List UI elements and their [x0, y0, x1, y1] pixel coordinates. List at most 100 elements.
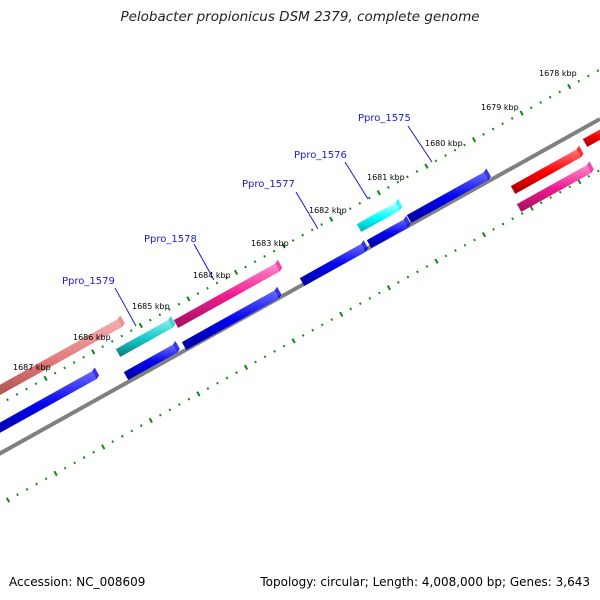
tick-label-1686: 1686 kbp — [73, 333, 111, 342]
tick-label-1680: 1680 kbp — [425, 139, 463, 148]
tick-label-1682: 1682 kbp — [309, 206, 347, 215]
inner-minor-tick — [216, 381, 219, 385]
cds-blue-ppro-1577-front-face — [299, 243, 366, 286]
inner-minor-tick — [416, 270, 419, 274]
gene-label-ppro-1575[interactable]: Ppro_1575 — [358, 113, 411, 124]
cds-blue-ppro-1575-end-face — [483, 168, 491, 181]
outer-major-tick — [519, 110, 524, 116]
inner-minor-tick — [377, 291, 381, 295]
inner-minor-tick — [73, 461, 76, 465]
inner-minor-tick — [168, 408, 172, 412]
leader-line-ppro-1578 — [193, 243, 215, 281]
cds-blue-strand-1[interactable] — [0, 367, 100, 439]
inner-minor-tick — [397, 281, 400, 284]
inner-minor-tick — [454, 249, 457, 252]
outer-major-tick — [376, 190, 381, 196]
inner-minor-tick — [320, 323, 324, 327]
inner-minor-tick — [139, 424, 143, 428]
gene-cyan-ppro-1576[interactable] — [356, 198, 403, 232]
cds-blue-strand-2-front-face — [123, 344, 178, 380]
inner-minor-tick — [159, 413, 162, 417]
inner-major-tick — [529, 205, 534, 211]
outer-minor-tick — [215, 281, 219, 285]
inner-minor-tick — [130, 429, 134, 433]
outer-minor-tick — [339, 212, 343, 216]
outer-minor-tick — [358, 201, 362, 205]
cds-blue-ppro-1576[interactable] — [366, 215, 411, 248]
gene-label-ppro-1576[interactable]: Ppro_1576 — [294, 150, 347, 161]
gene-red-2[interactable] — [582, 121, 600, 147]
gene-teal-ppro-1579-front-face — [115, 319, 173, 357]
leader-line-ppro-1575 — [407, 125, 433, 163]
inner-minor-tick — [63, 466, 67, 470]
gene-label-ppro-1578[interactable]: Ppro_1578 — [144, 234, 197, 245]
cds-blue-ppro-1575[interactable] — [406, 168, 491, 223]
gene-cyan-ppro-1576-end-face — [395, 198, 403, 211]
gene-salmon-1687[interactable] — [0, 315, 125, 405]
inner-minor-tick — [473, 238, 476, 242]
outer-minor-tick — [82, 355, 86, 359]
inner-minor-tick — [225, 376, 229, 380]
gene-label-ppro-1579[interactable]: Ppro_1579 — [62, 276, 115, 287]
outer-minor-tick — [539, 101, 543, 104]
gene-red-1[interactable] — [510, 145, 584, 194]
outer-major-tick — [233, 269, 239, 276]
outer-minor-tick — [510, 117, 514, 120]
outer-minor-tick — [129, 329, 133, 333]
outer-minor-tick — [158, 313, 162, 317]
cds-blue-ppro-1577-end-face — [360, 240, 369, 252]
inner-minor-tick — [549, 196, 553, 199]
outer-minor-tick — [577, 79, 581, 83]
outer-minor-tick — [72, 361, 76, 364]
gene-salmon-1687-front-face — [0, 319, 122, 396]
cds-blue-ppro-1577[interactable] — [299, 240, 369, 286]
outer-minor-tick — [434, 159, 438, 163]
gene-pink-2-front-face — [516, 165, 592, 212]
outer-minor-tick — [291, 239, 295, 242]
inner-minor-tick — [82, 456, 86, 459]
cds-blue-ppro-1576-end-face — [403, 215, 411, 228]
inner-minor-tick — [301, 334, 305, 337]
outer-major-tick — [329, 216, 334, 222]
inner-minor-tick — [596, 169, 600, 173]
tick-label-1687: 1687 kbp — [13, 363, 51, 372]
scale-labels: 1678 kbp 1679 kbp 1680 kbp 1681 kbp 1682… — [13, 69, 577, 372]
outer-minor-tick — [463, 143, 466, 147]
inner-minor-tick — [558, 190, 562, 194]
cds-blue-ppro-1575-front-face — [406, 172, 489, 223]
gene-label-ppro-1577[interactable]: Ppro_1577 — [242, 179, 295, 190]
gene-teal-ppro-1579[interactable] — [115, 316, 176, 357]
gene-pink-ppro-1578[interactable] — [173, 259, 283, 328]
gene-pink-2[interactable] — [516, 161, 594, 212]
outer-minor-tick — [396, 180, 400, 184]
inner-major-tick — [148, 417, 153, 424]
cds-blue-strand-3[interactable] — [181, 286, 282, 350]
outer-minor-tick — [53, 371, 57, 375]
inner-minor-tick — [358, 302, 362, 306]
inner-minor-tick — [254, 360, 257, 364]
inner-minor-tick — [511, 217, 514, 221]
outer-minor-tick — [558, 90, 562, 94]
outer-minor-tick — [196, 292, 200, 295]
outer-minor-tick — [110, 339, 114, 343]
outer-minor-tick — [548, 95, 552, 99]
inner-major-tick — [101, 444, 106, 450]
inner-minor-tick — [111, 440, 115, 444]
gene-pink-ppro-1578-front-face — [173, 263, 280, 328]
outer-minor-tick — [444, 154, 447, 157]
inner-minor-tick — [587, 174, 591, 178]
outer-minor-tick — [320, 223, 324, 226]
cds-blue-strand-2[interactable] — [123, 341, 180, 380]
outer-minor-tick — [348, 207, 352, 211]
inner-minor-tick — [463, 243, 467, 247]
outer-minor-tick — [149, 318, 152, 322]
inner-minor-tick — [368, 296, 372, 300]
inner-minor-tick — [539, 201, 543, 205]
outer-minor-tick — [301, 233, 304, 237]
leader-line-ppro-1576 — [344, 161, 369, 200]
outer-minor-tick — [263, 255, 266, 258]
tick-label-1681: 1681 kbp — [367, 173, 405, 182]
cds-blue-strand-1-front-face — [0, 371, 97, 433]
inner-minor-tick — [282, 344, 286, 348]
outer-minor-tick — [120, 334, 124, 338]
